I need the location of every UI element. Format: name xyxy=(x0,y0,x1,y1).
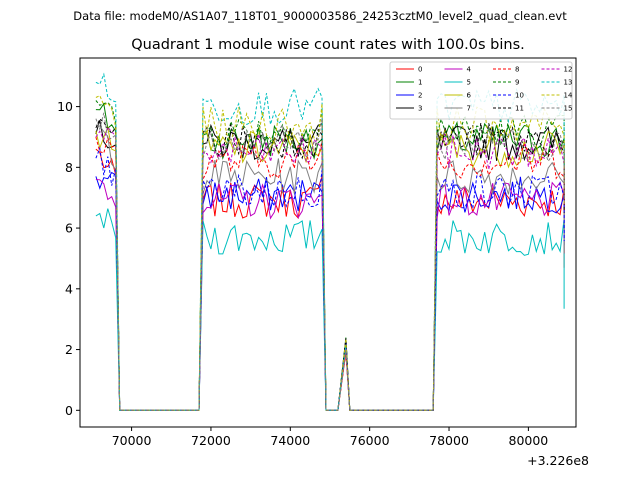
chart-suptitle: Data file: modeM0/AS1A07_118T01_90000035… xyxy=(73,9,567,23)
series-line-5 xyxy=(95,208,565,411)
legend-label-3: 3 xyxy=(418,105,422,113)
y-tick-label: 0 xyxy=(65,403,73,418)
legend-label-13: 13 xyxy=(564,79,573,87)
y-tick-label: 6 xyxy=(65,221,73,236)
x-tick-label: 80000 xyxy=(509,433,549,448)
legend-label-14: 14 xyxy=(564,92,573,100)
series-line-1 xyxy=(95,102,565,411)
y-tick-label: 2 xyxy=(65,342,73,357)
y-axis-ticks: 0 2 4 6 8 10 xyxy=(57,99,80,418)
series-line-3 xyxy=(95,120,565,411)
series-line-8 xyxy=(95,136,565,411)
series-line-11 xyxy=(95,118,565,411)
legend-label-6: 6 xyxy=(467,92,472,100)
chart-title: Quadrant 1 module wise count rates with … xyxy=(131,37,525,53)
legend-label-2: 2 xyxy=(418,92,422,100)
x-tick-label: 70000 xyxy=(112,433,152,448)
x-offset-label: +3.226e8 xyxy=(527,453,589,468)
legend-label-12: 12 xyxy=(564,66,573,74)
x-tick-label: 78000 xyxy=(429,433,469,448)
series-line-9 xyxy=(95,100,565,411)
x-tick-label: 74000 xyxy=(270,433,310,448)
legend-label-7: 7 xyxy=(467,105,471,113)
series-line-7 xyxy=(95,124,565,411)
legend-label-15: 15 xyxy=(564,105,573,113)
axes-frame xyxy=(79,57,577,428)
legend-label-10: 10 xyxy=(515,92,524,100)
series-layer xyxy=(95,72,565,411)
legend-label-11: 11 xyxy=(515,105,524,113)
series-line-12 xyxy=(95,126,565,411)
legend-label-5: 5 xyxy=(467,79,471,87)
series-line-4 xyxy=(95,179,565,411)
legend-label-8: 8 xyxy=(515,66,519,74)
legend-label-0: 0 xyxy=(418,66,422,74)
legend-label-1: 1 xyxy=(418,79,422,87)
y-tick-label: 4 xyxy=(65,281,73,296)
series-line-2 xyxy=(95,171,565,411)
series-line-13 xyxy=(95,72,565,411)
x-tick-label: 72000 xyxy=(191,433,231,448)
legend-label-9: 9 xyxy=(515,79,519,87)
y-tick-label: 10 xyxy=(57,99,73,114)
legend-box xyxy=(389,61,573,120)
y-tick-label: 8 xyxy=(65,160,73,175)
x-axis-ticks: 70000 72000 74000 76000 78000 80000 xyxy=(112,427,549,448)
series-line-15 xyxy=(95,112,565,411)
series-line-6 xyxy=(95,125,565,411)
legend-label-4: 4 xyxy=(467,66,472,74)
x-tick-label: 76000 xyxy=(350,433,390,448)
